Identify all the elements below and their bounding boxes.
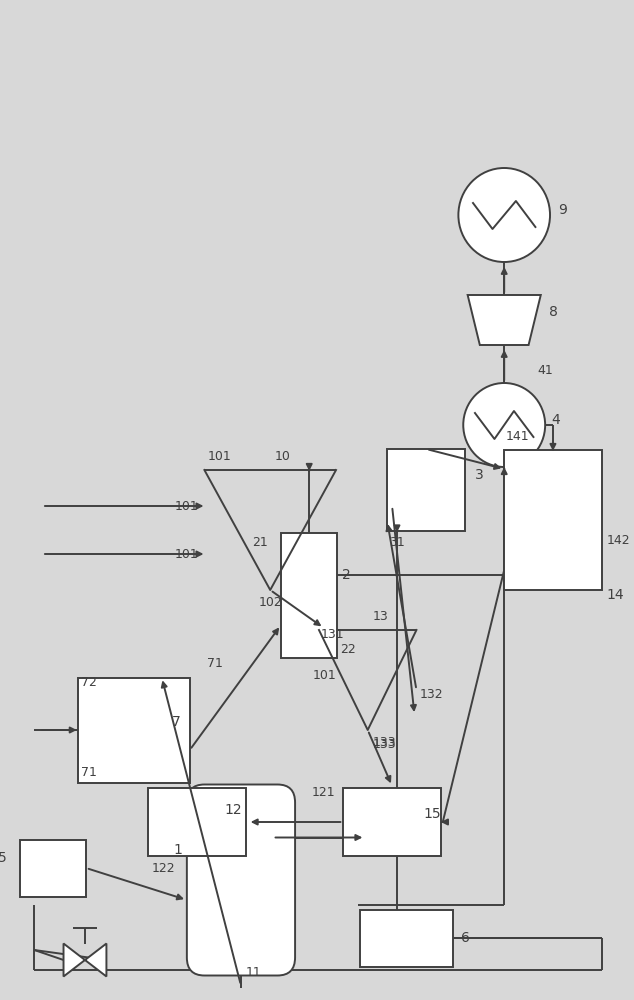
Text: 13: 13 (373, 609, 389, 622)
Polygon shape (468, 295, 541, 345)
Text: 133: 133 (373, 738, 396, 752)
Text: 72: 72 (81, 676, 96, 689)
Text: 14: 14 (607, 588, 624, 602)
Text: 7: 7 (172, 715, 181, 729)
Text: 8: 8 (548, 305, 557, 319)
Text: 101: 101 (175, 548, 199, 560)
Text: 102: 102 (259, 595, 282, 608)
Bar (387, 449, 465, 531)
Text: 21: 21 (252, 536, 268, 549)
Bar (20, 840, 86, 896)
Circle shape (458, 168, 550, 262)
Text: 1: 1 (173, 843, 182, 857)
Text: 141: 141 (506, 430, 530, 442)
Text: 121: 121 (312, 786, 336, 800)
Bar (344, 788, 441, 856)
Text: 71: 71 (207, 657, 223, 670)
Text: 132: 132 (419, 688, 443, 702)
FancyBboxPatch shape (187, 784, 295, 976)
Circle shape (463, 383, 545, 467)
Text: 142: 142 (607, 534, 630, 546)
Text: 133: 133 (373, 736, 396, 748)
Bar (148, 788, 246, 856)
Text: 12: 12 (224, 803, 242, 817)
Text: 10: 10 (275, 450, 291, 462)
Bar (504, 450, 602, 590)
Polygon shape (63, 944, 107, 976)
Text: 31: 31 (389, 536, 405, 550)
Text: 131: 131 (321, 629, 344, 642)
Bar (360, 910, 453, 966)
Text: 3: 3 (475, 468, 484, 482)
Text: 122: 122 (152, 861, 175, 874)
Text: 9: 9 (558, 203, 567, 217)
Text: 15: 15 (424, 807, 441, 821)
Text: 5: 5 (0, 851, 7, 865)
Text: 71: 71 (81, 766, 96, 779)
Bar (77, 678, 190, 782)
Text: 101: 101 (313, 669, 337, 682)
Text: 41: 41 (538, 364, 553, 377)
Bar (281, 532, 337, 658)
Text: 101: 101 (175, 499, 199, 512)
Text: 22: 22 (340, 643, 356, 656)
Text: 4: 4 (551, 413, 560, 427)
Text: 11: 11 (246, 966, 262, 979)
Text: 101: 101 (207, 450, 231, 462)
Text: 6: 6 (461, 931, 470, 945)
Text: 2: 2 (342, 568, 351, 582)
